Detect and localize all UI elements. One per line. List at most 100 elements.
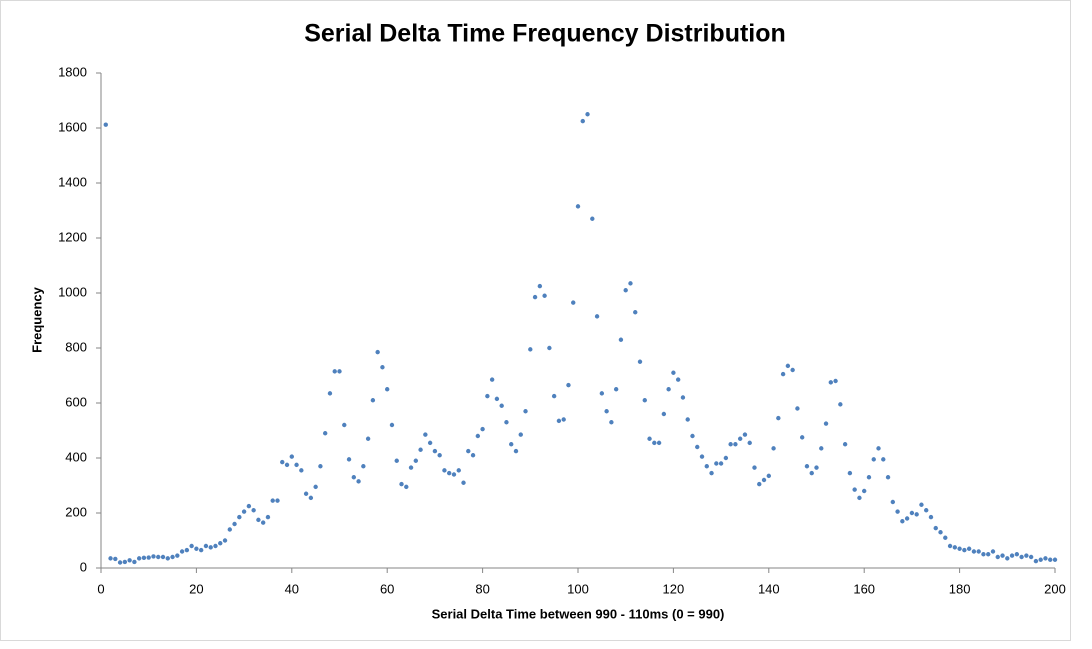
data-point: [1038, 557, 1043, 562]
data-point: [857, 495, 862, 501]
y-tick-label: 0: [80, 559, 87, 574]
y-tick-label: 200: [65, 504, 87, 519]
data-point: [613, 387, 619, 392]
data-point: [714, 461, 719, 466]
data-point: [146, 555, 151, 560]
data-point: [947, 543, 953, 549]
data-point: [136, 556, 142, 561]
data-point: [447, 470, 452, 476]
data-point: [652, 440, 657, 446]
y-tick-label: 400: [65, 449, 87, 464]
data-point: [327, 391, 333, 396]
data-point: [342, 422, 347, 428]
data-point: [795, 406, 800, 411]
data-point: [618, 337, 624, 342]
data-point: [151, 554, 156, 559]
data-point: [427, 440, 433, 446]
x-tick-label: 0: [97, 581, 104, 596]
data-point: [904, 516, 910, 521]
data-point: [365, 436, 371, 441]
data-point: [604, 409, 609, 414]
data-point: [1033, 558, 1039, 564]
data-point: [804, 464, 810, 469]
data-point: [399, 481, 404, 487]
data-point: [642, 398, 647, 403]
data-point: [990, 549, 996, 554]
data-point: [928, 514, 934, 520]
y-tick-label: 1400: [58, 174, 87, 189]
data-point: [862, 488, 867, 494]
x-tick-label: 200: [1044, 581, 1066, 596]
data-point: [127, 558, 132, 563]
x-tick-label: 60: [380, 581, 394, 596]
chart-area: [0, 0, 1071, 641]
data-point: [599, 391, 605, 396]
data-point: [1028, 554, 1034, 560]
data-point: [103, 122, 108, 127]
x-axis-title: Serial Delta Time between 990 - 110ms (0…: [432, 606, 725, 621]
data-point: [308, 495, 314, 501]
data-point: [656, 440, 662, 446]
data-point: [413, 458, 419, 463]
data-point: [165, 556, 170, 561]
data-point: [561, 417, 566, 422]
data-point: [952, 545, 958, 550]
data-point: [551, 393, 557, 399]
data-point: [571, 300, 576, 305]
data-point: [833, 378, 838, 384]
data-point: [213, 543, 218, 549]
data-point: [585, 112, 590, 117]
data-point: [351, 475, 357, 480]
data-point: [251, 508, 256, 513]
data-point: [461, 480, 466, 485]
data-point: [556, 418, 562, 424]
data-point: [594, 314, 600, 319]
data-point: [780, 371, 786, 377]
data-point: [790, 367, 795, 373]
y-tick-label: 800: [65, 339, 87, 354]
data-point: [909, 510, 915, 516]
chart-title: Serial Delta Time Frequency Distribution: [304, 20, 786, 48]
data-point: [890, 499, 896, 505]
y-tick-label: 1000: [58, 284, 87, 299]
x-tick-label: 140: [758, 581, 780, 596]
data-point: [785, 363, 791, 369]
x-tick-label: 160: [853, 581, 875, 596]
data-point: [418, 447, 423, 452]
data-point: [819, 446, 824, 451]
data-point: [637, 359, 643, 364]
data-point: [623, 288, 628, 293]
data-point: [385, 387, 390, 392]
data-point: [924, 508, 929, 513]
data-point: [699, 454, 705, 459]
x-tick-label: 180: [949, 581, 971, 596]
data-point: [866, 475, 872, 480]
data-point: [828, 380, 834, 385]
data-point: [957, 546, 962, 551]
data-point: [966, 546, 972, 551]
data-point: [222, 538, 228, 543]
x-tick-label: 20: [189, 581, 203, 596]
data-point: [609, 420, 614, 425]
data-point: [260, 520, 266, 525]
data-point: [771, 446, 776, 451]
data-point: [981, 552, 986, 557]
data-point: [542, 293, 547, 298]
data-point: [270, 498, 275, 503]
data-point: [322, 431, 328, 436]
data-point: [117, 560, 123, 565]
data-point: [456, 468, 461, 473]
data-point: [680, 395, 686, 400]
data-point: [876, 446, 881, 451]
data-point: [289, 454, 294, 459]
data-point: [218, 541, 223, 546]
data-point: [1052, 557, 1058, 562]
data-point: [728, 442, 733, 447]
data-point: [313, 484, 318, 490]
data-point: [122, 559, 128, 565]
data-point: [513, 448, 519, 454]
data-point: [466, 448, 471, 454]
data-point: [509, 442, 514, 447]
data-point: [1000, 553, 1005, 558]
